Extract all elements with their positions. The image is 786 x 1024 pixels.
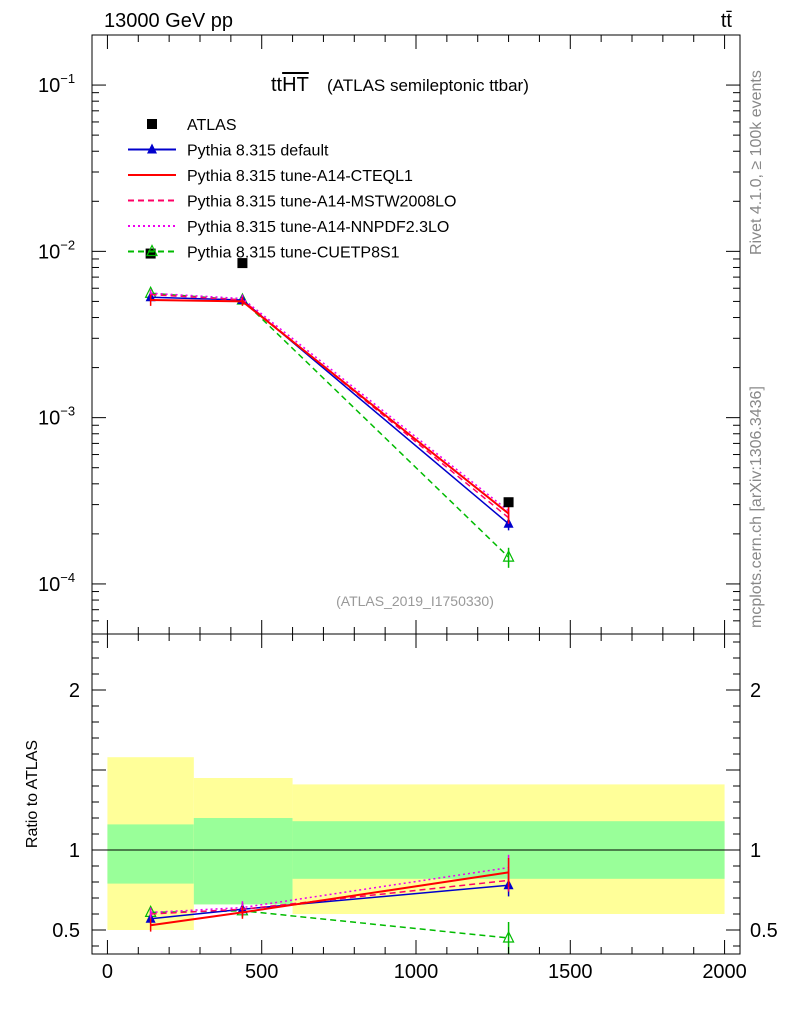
rivet-version-label: Rivet 4.1.0, ≥ 100k events [748,70,765,255]
legend-label: Pythia 8.315 default [187,143,329,160]
mcplots-label: mcplots.cern.ch [arXiv:1306.3436] [748,386,765,628]
x-tick-label: 1000 [394,961,439,983]
data-point [237,258,248,269]
ratio-series-line [150,910,509,939]
plot-subtitle: (ATLAS semileptonic ttbar) [327,76,529,95]
series-line [150,298,510,515]
legend-marker [147,119,157,129]
energy-label: 13000 GeV pp [104,10,233,32]
uncertainty-band-green [193,818,293,905]
legend-label: Pythia 8.315 tune-A14-MSTW2008LO [187,194,456,211]
main-plot-panel: 10−1 10−2 10−3 10−4 ttHT (ATLAS semileptoni… [38,34,741,635]
data-point [503,497,514,508]
uncertainty-band-green [107,824,194,884]
process-label: tt̄ [721,10,733,32]
legend-label: Pythia 8.315 tune-A14-CTEQL1 [187,168,413,185]
legend-marker [147,143,157,154]
plot-title: ttHT [271,74,309,96]
ratio-y-tick-label: 0.5 [750,920,778,942]
ratio-y-axis-label: Ratio to ATLAS [24,740,41,848]
x-tick-label: 500 [245,961,278,983]
series-line [150,293,510,519]
ratio-y-tick-label: 2 [750,680,761,702]
legend-label: Pythia 8.315 tune-CUETP8S1 [187,245,400,262]
ratio-series-point [502,930,515,943]
legend-label: Pythia 8.315 tune-A14-NNPDF2.3LO [187,219,449,236]
y-tick-label: 10−3 [38,404,75,430]
ratio-y-tick-label: 2 [69,680,80,702]
x-tick-label: 2000 [702,961,747,983]
y-tick-label: 10−2 [38,237,75,263]
data-point [145,248,156,259]
y-tick-label: 10−4 [38,570,75,596]
legend-marker [146,244,158,257]
legend: ATLAS Pythia 8.315 default Pythia 8.315 tu… [128,117,456,262]
legend-label: ATLAS [187,117,237,134]
series-line [150,296,510,525]
x-tick-label: 1500 [548,961,593,983]
ratio-y-tick-label: 0.5 [52,920,80,942]
x-tick-label: 0 [102,961,113,983]
ratio-y-tick-label: 1 [750,840,761,862]
series-point [502,549,515,562]
analysis-id-label: (ATLAS_2019_I1750330) [336,593,494,609]
ratio-y-tick-label: 1 [69,840,80,862]
series-line [150,292,510,558]
y-tick-label: 10−1 [38,71,75,97]
